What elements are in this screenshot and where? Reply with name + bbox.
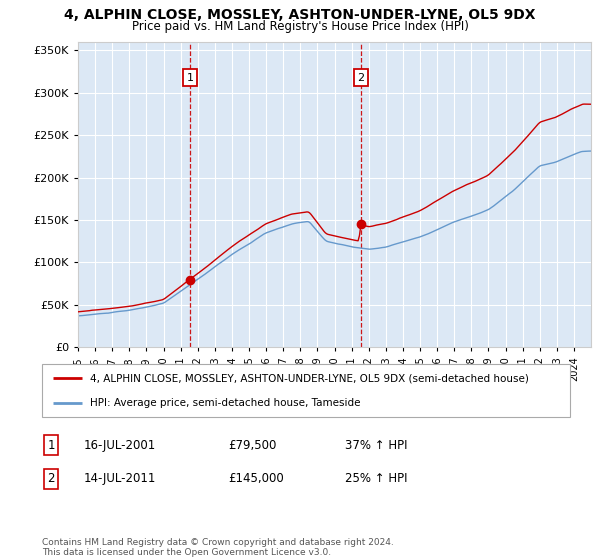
- Text: £79,500: £79,500: [228, 438, 277, 452]
- Text: 4, ALPHIN CLOSE, MOSSLEY, ASHTON-UNDER-LYNE, OL5 9DX: 4, ALPHIN CLOSE, MOSSLEY, ASHTON-UNDER-L…: [64, 8, 536, 22]
- Text: Contains HM Land Registry data © Crown copyright and database right 2024.
This d: Contains HM Land Registry data © Crown c…: [42, 538, 394, 557]
- Text: 2: 2: [357, 73, 364, 83]
- Text: £145,000: £145,000: [228, 472, 284, 486]
- Text: 37% ↑ HPI: 37% ↑ HPI: [345, 438, 407, 452]
- Text: 16-JUL-2001: 16-JUL-2001: [84, 438, 156, 452]
- Text: HPI: Average price, semi-detached house, Tameside: HPI: Average price, semi-detached house,…: [89, 398, 360, 408]
- Text: 2: 2: [47, 472, 55, 486]
- Text: 1: 1: [187, 73, 193, 83]
- Text: Price paid vs. HM Land Registry's House Price Index (HPI): Price paid vs. HM Land Registry's House …: [131, 20, 469, 32]
- Text: 1: 1: [47, 438, 55, 452]
- Text: 4, ALPHIN CLOSE, MOSSLEY, ASHTON-UNDER-LYNE, OL5 9DX (semi-detached house): 4, ALPHIN CLOSE, MOSSLEY, ASHTON-UNDER-L…: [89, 374, 529, 384]
- FancyBboxPatch shape: [42, 364, 570, 417]
- Text: 25% ↑ HPI: 25% ↑ HPI: [345, 472, 407, 486]
- Text: 14-JUL-2011: 14-JUL-2011: [84, 472, 157, 486]
